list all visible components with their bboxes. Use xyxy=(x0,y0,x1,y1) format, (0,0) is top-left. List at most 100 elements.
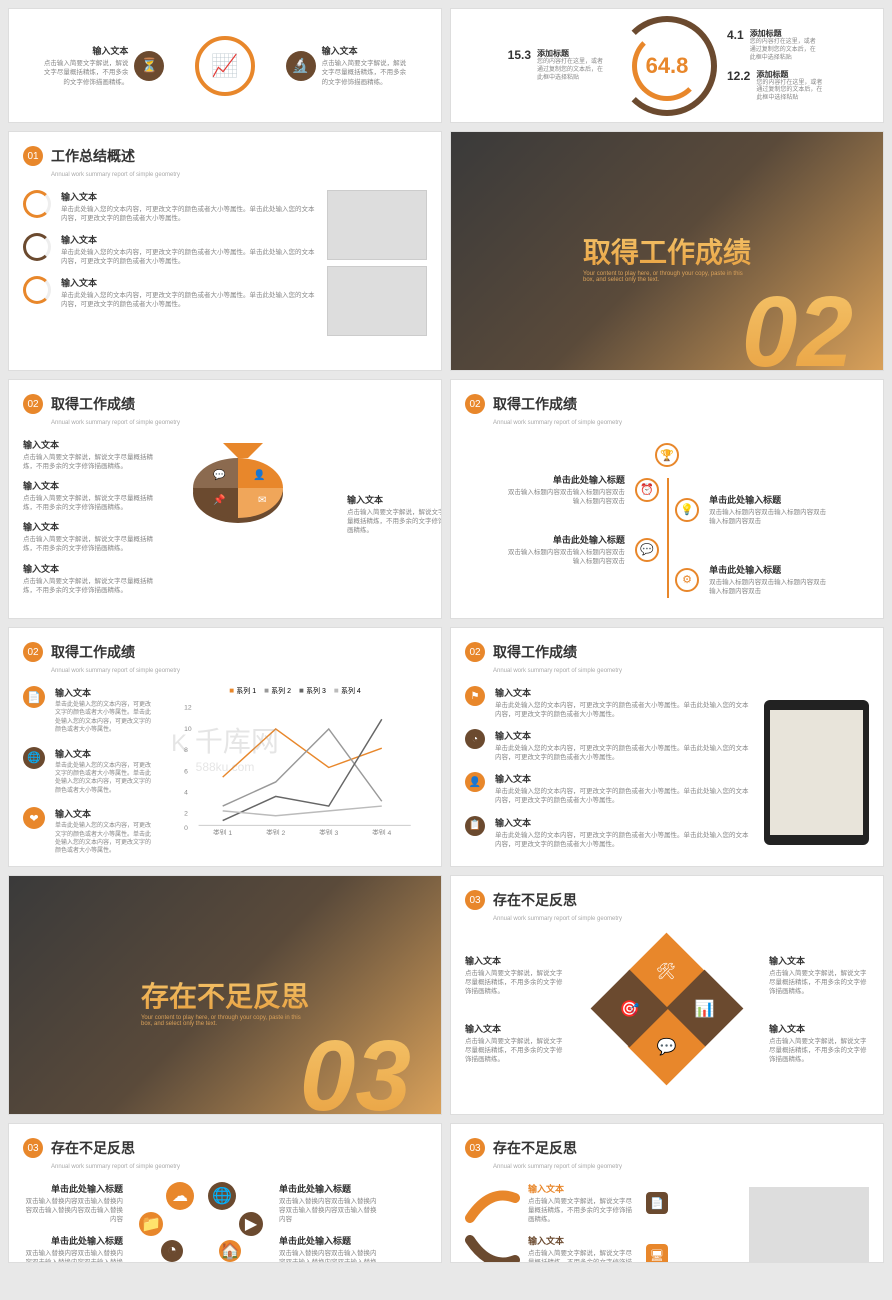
item-desc: 单击此处输入您的文本内容，可更改文字的颜色或者大小等属性。单击此处输入您的文本内… xyxy=(495,787,749,805)
tl-title: 单击此处输入标题 xyxy=(505,473,625,486)
item-desc: 单击此处输入您的文本内容，可更改文字的颜色或者大小等属性。单击此处输入您的文本内… xyxy=(61,205,315,223)
slide-icons-top: 输入文本 点击输入简要文字解说，解说文字尽量概括精炼，不用多余的文字修饰描画精练… xyxy=(8,8,442,123)
svg-text:6: 6 xyxy=(184,768,188,775)
item-title: 单击此处输入标题 xyxy=(279,1182,379,1195)
label: 输入文本 xyxy=(38,44,128,57)
svg-text:8: 8 xyxy=(184,747,188,754)
section-num: 03 xyxy=(23,1138,43,1158)
svg-text:📌: 📌 xyxy=(213,493,226,506)
legend-item: 系列 3 xyxy=(299,686,326,696)
svg-text:12: 12 xyxy=(184,705,192,712)
title: 添加标题 xyxy=(537,48,607,59)
svg-text:💬: 💬 xyxy=(213,468,226,481)
item-title: 输入文本 xyxy=(61,233,315,246)
item-title: 输入文本 xyxy=(23,479,163,492)
cloud-icon: ☁ xyxy=(166,1182,194,1210)
svg-text:👤: 👤 xyxy=(253,468,265,481)
item-title: 输入文本 xyxy=(495,772,749,785)
section-sub: Annual work summary report of simple geo… xyxy=(493,420,869,426)
item-title: 输入文本 xyxy=(528,1234,638,1247)
item-title: 输入文本 xyxy=(61,190,315,203)
item-desc: 双击输入替换内容双击输入替换内容双击输入替换内容双击输入替换内容 xyxy=(279,1197,379,1224)
item-desc: 双击输入替换内容双击输入替换内容双击输入替换内容双击输入替换内容 xyxy=(279,1249,379,1263)
hourglass-icon: ⏳ xyxy=(134,51,164,81)
slide-curves: 03 存在不足反思 Annual work summary report of s… xyxy=(450,1123,884,1263)
item-desc: 点击输入简要文字解说，解说文字尽量概括精炼，不用多余的文字修饰描画精练。 xyxy=(769,1037,869,1064)
bubble-diagram: ☁ 🌐 📁 ▶ ◔ 🏠 💡 xyxy=(131,1182,271,1263)
home-icon: 🏠 xyxy=(219,1240,241,1262)
ring-icon xyxy=(23,233,51,261)
svg-text:2: 2 xyxy=(184,811,188,818)
svg-text:10: 10 xyxy=(184,726,192,733)
user-icon: 👤 xyxy=(465,772,485,792)
bulb-icon: 💡 xyxy=(675,498,699,522)
item-title: 输入文本 xyxy=(23,520,163,533)
curve-arrow xyxy=(465,1235,520,1263)
item-title: 输入文本 xyxy=(528,1182,638,1195)
tl-desc: 双击输入标题内容双击输入标题内容双击输入标题内容双击 xyxy=(505,488,625,506)
section-title: 存在不足反思 xyxy=(493,890,577,910)
doc-icon: 📋 xyxy=(465,816,485,836)
chart-icon: 📈 xyxy=(195,36,255,96)
section-sub: Annual work summary report of simple geo… xyxy=(51,668,427,674)
item-desc: 点击输入简要文字解说，解说文字尽量概括精炼，不用多余的文字修饰描画精练。 xyxy=(23,535,163,553)
section-sub: Your content to play here, or through yo… xyxy=(583,271,751,283)
item-title: 输入文本 xyxy=(55,686,153,699)
item-title: 输入文本 xyxy=(769,1022,869,1035)
slide-line-chart: 0 2 取得工作成绩 Annual work summary report of s… xyxy=(8,627,442,867)
legend-item: 系列 4 xyxy=(334,686,361,696)
section-number: 02 xyxy=(742,275,853,371)
item-desc: 点击输入简要文字解说，解说文字尽量概括精炼，不用多余的文字修饰描画精练。 xyxy=(465,969,565,996)
gear-icon: ⚙ xyxy=(675,568,699,592)
tl-title: 单击此处输入标题 xyxy=(505,533,625,546)
section-sub: Annual work summary report of simple geo… xyxy=(51,1164,427,1170)
pie-icon: ◔ xyxy=(161,1240,183,1262)
desc: 点击输入简要文字解说，解说文字尽量概括精炼，不用多余的文字修饰描画精练。 xyxy=(38,59,128,86)
item-desc: 双击输入替换内容双击输入替换内容双击输入替换内容双击输入替换内容 xyxy=(23,1197,123,1224)
item-desc: 点击输入简要文字解说，解说文字尽量概括精炼，不用多余的文字修饰描画精练。 xyxy=(769,969,869,996)
item-title: 输入文本 xyxy=(23,562,163,575)
label: 输入文本 xyxy=(322,44,412,57)
pie-3d-chart: 👤 ✉ 📌 💬 xyxy=(178,438,298,538)
pie-icon: ◔ xyxy=(465,729,485,749)
item-title: 输入文本 xyxy=(61,276,315,289)
section-num: 02 xyxy=(465,642,485,662)
ring-icon xyxy=(23,276,51,304)
item-title: 输入文本 xyxy=(347,493,442,506)
item-title: 单击此处输入标题 xyxy=(23,1182,123,1195)
item-title: 输入文本 xyxy=(495,729,749,742)
bulb-icon: 💡 xyxy=(186,1262,216,1263)
ring-value: 64.8 xyxy=(646,53,689,79)
legend-item: 系列 2 xyxy=(264,686,291,696)
tl-desc: 双击输入标题内容双击输入标题内容双击输入标题内容双击 xyxy=(709,578,829,596)
laptop-photo xyxy=(749,1187,869,1263)
desc: 您的内容打在这里，或者通过复制您的文本后，在此框中选择粘贴 xyxy=(756,80,826,103)
item-desc: 单击此处输入您的文本内容，可更改文字的颜色或者大小等属性。单击此处输入您的文本内… xyxy=(495,701,749,719)
ring-icon xyxy=(23,190,51,218)
slide-ring-chart: 15.3 添加标题您的内容打在这里，或者通过复制您的文本后，在此框中选择粘贴 6… xyxy=(450,8,884,123)
item-desc: 单击此处输入您的文本内容，可更改文字的颜色或者大小等属性。单击此处输入您的文本内… xyxy=(55,762,153,796)
photo-placeholder xyxy=(327,266,427,336)
section-title: 存在不足反思 xyxy=(493,1138,577,1158)
line-chart: 12108 6420 类别 1类别 2类别 3类别 4 xyxy=(163,700,427,835)
item-title: 输入文本 xyxy=(55,747,153,760)
slide-summary-list: 01工作总结概述 Annual work summary report of s… xyxy=(8,131,442,371)
item-title: 输入文本 xyxy=(495,816,749,829)
svg-text:类别 1: 类别 1 xyxy=(213,828,232,835)
desc: 您的内容打在这里，或者通过复制您的文本后，在此框中选择粘贴 xyxy=(750,39,820,62)
section-sub: Your content to play here, or through yo… xyxy=(141,1015,309,1027)
section-sub: Annual work summary report of simple geo… xyxy=(493,1164,869,1170)
tl-title: 单击此处输入标题 xyxy=(709,493,829,506)
item-desc: 单击此处输入您的文本内容，可更改文字的颜色或者大小等属性。单击此处输入您的文本内… xyxy=(55,822,153,856)
section-title: 取得工作成绩 xyxy=(51,642,135,662)
section-num: 01 xyxy=(23,146,43,166)
item-title: 输入文本 xyxy=(495,686,749,699)
item-title: 单击此处输入标题 xyxy=(279,1234,379,1247)
item-title: 单击此处输入标题 xyxy=(23,1234,123,1247)
section-heading: 取得工作成绩 xyxy=(583,231,751,271)
section-num: 03 xyxy=(465,1138,485,1158)
svg-text:0: 0 xyxy=(184,825,188,832)
clock-icon: ⏰ xyxy=(635,478,659,502)
item-desc: 双击输入替换内容双击输入替换内容双击输入替换内容双击输入替换内容 xyxy=(23,1249,123,1263)
section-title: 工作总结概述 xyxy=(51,146,135,166)
